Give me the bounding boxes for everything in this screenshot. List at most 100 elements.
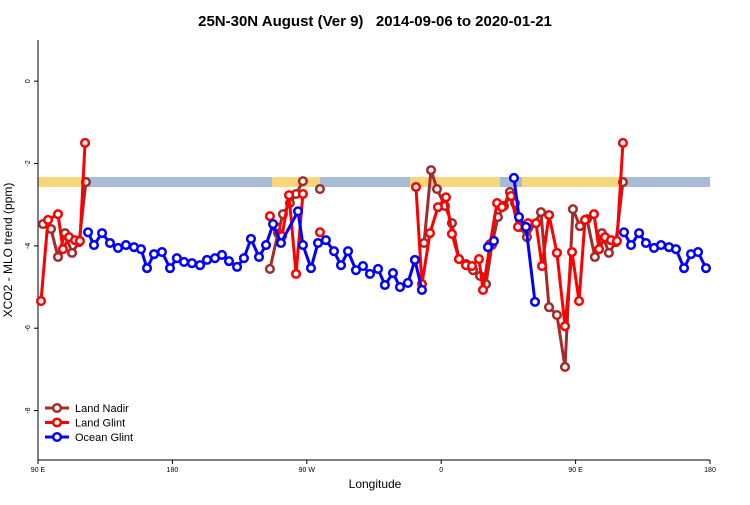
y-axis-label: XCO2 - MLO trend (ppm) — [1, 183, 15, 318]
data-point — [66, 247, 78, 258]
x-tick-label: 90 W — [299, 467, 316, 474]
data-point — [52, 209, 64, 220]
chart-title: 25N-30N August (Ver 9) 2014-09-06 to 202… — [198, 13, 552, 30]
data-point — [551, 247, 562, 258]
mask-band-land — [272, 177, 320, 187]
data-point — [104, 237, 116, 249]
data-point — [82, 227, 94, 238]
data-point — [52, 251, 64, 263]
data-point — [402, 277, 413, 288]
legend-label: Ocean Glint — [75, 432, 133, 444]
data-point — [693, 247, 704, 258]
data-point — [141, 263, 153, 274]
mask-band-land — [522, 177, 622, 187]
data-point — [543, 302, 555, 313]
data-point — [314, 184, 325, 195]
data-point — [387, 268, 399, 279]
data-point — [320, 235, 331, 246]
data-point — [603, 247, 614, 258]
data-point — [482, 242, 493, 253]
data-point — [559, 361, 571, 372]
data-point — [567, 204, 578, 215]
legend-marker — [51, 431, 63, 443]
data-point — [520, 221, 532, 232]
data-point — [194, 260, 206, 271]
data-point — [314, 227, 325, 238]
mask-band-land — [38, 177, 86, 187]
data-point — [625, 240, 637, 251]
data-point — [611, 235, 623, 246]
data-point — [551, 310, 562, 321]
data-point — [655, 240, 667, 251]
data-point — [57, 244, 68, 255]
data-point — [297, 240, 308, 251]
data-point — [201, 254, 213, 265]
data-point — [432, 202, 443, 213]
data-point — [513, 212, 525, 223]
data-point — [446, 228, 458, 239]
data-point — [559, 321, 571, 332]
data-point — [112, 242, 124, 253]
legend-label: Land Nadir — [75, 403, 129, 415]
data-point — [156, 247, 167, 258]
data-point — [97, 228, 108, 239]
data-point — [186, 258, 198, 269]
data-point — [453, 254, 465, 265]
data-point — [618, 227, 630, 238]
y-tick-label: -8 — [25, 407, 32, 413]
data-point — [305, 263, 317, 274]
data-point — [264, 263, 275, 274]
data-point — [496, 202, 508, 213]
data-point — [292, 206, 304, 217]
data-point — [245, 233, 256, 244]
data-point — [275, 237, 287, 249]
data-point — [488, 235, 499, 246]
legend-marker — [51, 402, 63, 414]
data-point — [508, 172, 519, 183]
data-point — [589, 251, 600, 263]
data-point — [477, 284, 489, 295]
data-point — [425, 165, 437, 176]
data-point — [670, 244, 682, 255]
data-point — [535, 207, 547, 218]
data-point — [216, 249, 228, 260]
data-point — [536, 261, 548, 272]
data-point — [35, 296, 47, 307]
data-point — [264, 211, 275, 222]
data-point — [164, 263, 176, 274]
data-point — [573, 296, 585, 307]
data-point — [260, 240, 272, 251]
data-point — [79, 137, 91, 148]
x-tick-label: 180 — [167, 467, 179, 474]
x-tick-label: 180 — [704, 467, 716, 474]
data-point — [566, 247, 578, 258]
data-point — [379, 279, 390, 291]
legend: Land Nadir Land Glint Ocean Glint — [45, 402, 133, 444]
data-point — [74, 235, 86, 246]
legend-marker — [51, 417, 63, 428]
data-point — [410, 181, 422, 193]
data-point — [394, 282, 406, 293]
data-point — [505, 191, 516, 202]
data-point — [148, 249, 160, 260]
data-point — [543, 209, 555, 221]
data-point — [678, 263, 690, 274]
y-tick-label: -4 — [25, 243, 32, 249]
data-point — [588, 209, 600, 220]
data-point — [357, 261, 368, 272]
data-point — [530, 218, 542, 229]
data-point — [223, 256, 235, 267]
data-point — [372, 263, 384, 274]
data-point — [342, 246, 354, 257]
data-point — [431, 184, 443, 195]
data-point — [364, 268, 376, 279]
data-point — [350, 265, 361, 276]
data-point — [512, 221, 524, 232]
data-point — [178, 256, 190, 267]
y-tick-label: -2 — [25, 160, 32, 166]
x-tick-label: 90 E — [31, 467, 46, 474]
data-point — [335, 260, 347, 271]
data-point — [42, 214, 54, 225]
series-line — [42, 168, 625, 369]
